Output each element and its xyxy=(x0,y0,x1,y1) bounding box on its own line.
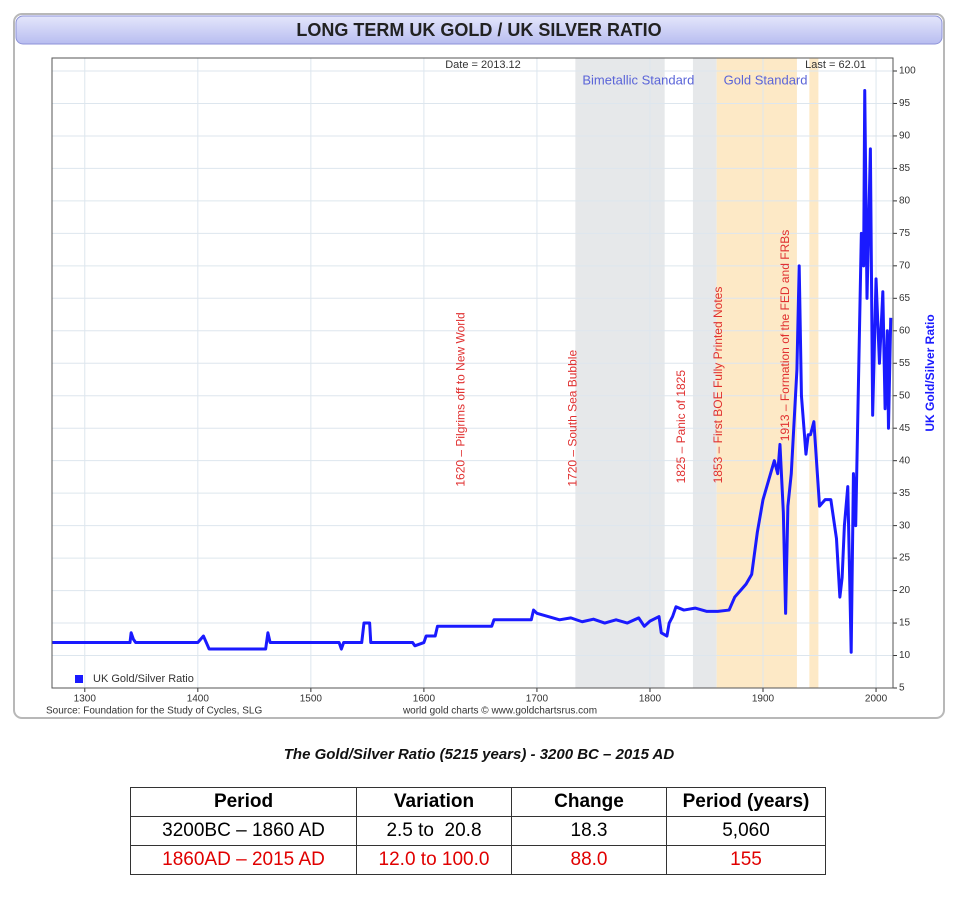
legend-label: UK Gold/Silver Ratio xyxy=(93,673,194,685)
date-label: Date = 2013.12 xyxy=(445,59,521,71)
y-axis-label: UK Gold/Silver Ratio xyxy=(923,314,937,431)
cell: 2.5 to 20.8 xyxy=(356,816,512,846)
x-tick-label: 1300 xyxy=(74,694,97,705)
legend-swatch xyxy=(75,675,83,683)
band-label: Bimetallic Standard xyxy=(582,72,694,87)
y-tick-label: 95 xyxy=(899,98,911,109)
y-tick-label: 15 xyxy=(899,618,911,629)
y-tick-label: 85 xyxy=(899,163,911,174)
annotation: 1620 – Pilgrims off to New World xyxy=(453,312,467,486)
x-tick-label: 1800 xyxy=(639,694,662,705)
annotation: 1853 – First BOE Fully Printed Notes xyxy=(711,287,725,484)
band xyxy=(575,58,665,688)
y-tick-label: 30 xyxy=(899,520,911,531)
y-tick-label: 80 xyxy=(899,196,911,207)
band-label: Gold Standard xyxy=(724,72,808,87)
y-tick-label: 55 xyxy=(899,358,911,369)
x-tick-label: 1500 xyxy=(300,694,323,705)
header-cell: Variation xyxy=(356,787,512,817)
y-tick-label: 90 xyxy=(899,131,911,142)
summary-table: Period Variation Change Period (years) 3… xyxy=(130,787,826,875)
annotation: 1913 – Formation of the FED and FRBs xyxy=(778,230,792,441)
y-tick-label: 75 xyxy=(899,228,911,239)
annotation: 1720 – South Sea Bubble xyxy=(565,350,579,487)
cell: 88.0 xyxy=(511,845,667,875)
y-tick-label: 45 xyxy=(899,423,911,434)
y-tick-label: 10 xyxy=(899,650,911,661)
band xyxy=(692,58,717,688)
cell: 1860AD – 2015 AD xyxy=(130,845,357,875)
cell: 12.0 to 100.0 xyxy=(356,845,512,875)
header-cell: Period (years) xyxy=(666,787,826,817)
chart: LONG TERM UK GOLD / UK SILVER RATIO 1300… xyxy=(13,13,945,719)
y-tick-label: 100 xyxy=(899,66,916,77)
cell: 3200BC – 1860 AD xyxy=(130,816,357,846)
credit: world gold charts © www.goldchartsrus.co… xyxy=(402,706,597,717)
x-tick-label: 2000 xyxy=(865,694,888,705)
y-tick-label: 70 xyxy=(899,260,911,271)
caption: The Gold/Silver Ratio (5215 years) - 320… xyxy=(283,746,675,763)
cell: 155 xyxy=(666,845,826,875)
y-tick-label: 20 xyxy=(899,585,911,596)
x-tick-label: 1900 xyxy=(752,694,775,705)
band xyxy=(809,58,819,688)
y-tick-label: 40 xyxy=(899,455,911,466)
y-tick-label: 65 xyxy=(899,293,911,304)
header-cell: Change xyxy=(511,787,667,817)
y-tick-label: 50 xyxy=(899,390,911,401)
chart-title: LONG TERM UK GOLD / UK SILVER RATIO xyxy=(296,20,661,40)
y-tick-label: 25 xyxy=(899,553,911,564)
title-bar xyxy=(15,15,943,45)
x-tick-label: 1700 xyxy=(526,694,549,705)
series-line xyxy=(52,88,893,654)
last-label: Last = 62.01 xyxy=(805,59,866,71)
source: Source: Foundation for the Study of Cycl… xyxy=(46,706,262,717)
cell: 18.3 xyxy=(511,816,667,846)
cell: 5,060 xyxy=(666,816,826,846)
x-tick-label: 1600 xyxy=(413,694,436,705)
annotation: 1825 – Panic of 1825 xyxy=(674,370,688,484)
header-cell: Period xyxy=(130,787,357,817)
y-tick-label: 5 xyxy=(899,683,905,694)
plot-border xyxy=(51,57,894,689)
y-tick-label: 60 xyxy=(899,325,911,336)
y-tick-label: 35 xyxy=(899,488,911,499)
x-tick-label: 1400 xyxy=(187,694,210,705)
